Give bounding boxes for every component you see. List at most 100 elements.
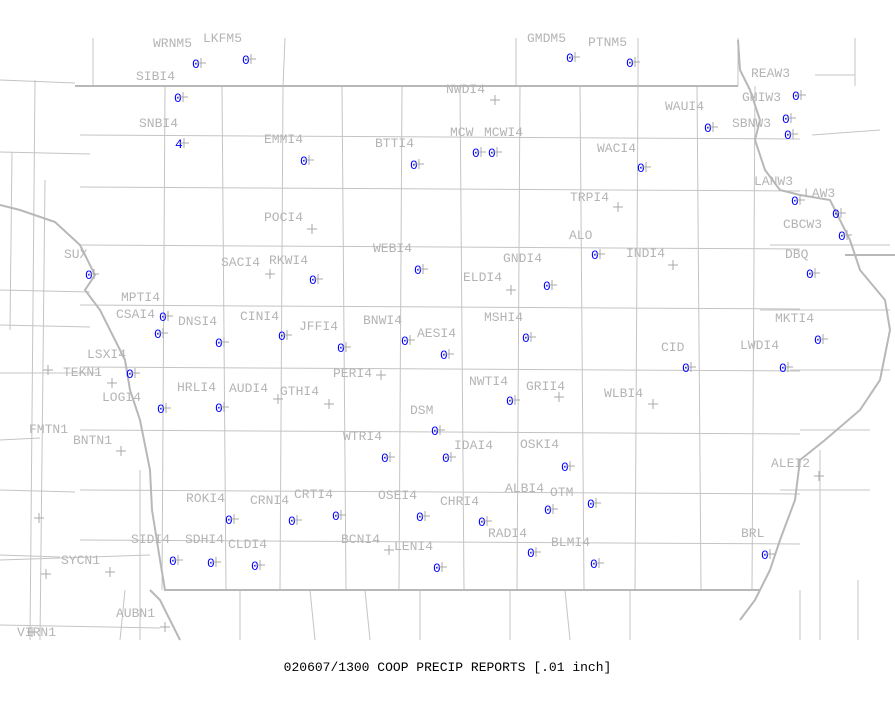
- station-dsm[interactable]: DSM 0: [410, 403, 439, 439]
- precip-value: 0: [566, 51, 574, 66]
- precip-value: 0: [154, 327, 162, 342]
- station-sux[interactable]: SUX 0: [64, 247, 93, 283]
- station-label: ELDI4: [463, 270, 502, 285]
- station-sibi4[interactable]: SIBI4 0: [136, 69, 182, 106]
- station-label: ROKI4: [186, 491, 225, 506]
- station-cini4[interactable]: CINI4 0: [240, 309, 286, 344]
- station-law3[interactable]: LAW3 0: [804, 186, 840, 222]
- precip-value: 0: [251, 559, 259, 574]
- station-dbq[interactable]: DBQ 0: [785, 247, 814, 282]
- station-emmi4[interactable]: EMMI4 0: [264, 132, 308, 169]
- station-peri4[interactable]: PERI4: [333, 366, 372, 381]
- station-mshi4[interactable]: MSHI4 0: [484, 310, 530, 346]
- station-snbi4[interactable]: SNBI4 4: [139, 116, 183, 152]
- station-dnsi4[interactable]: DNSI4 0: [178, 314, 223, 351]
- station-poci4[interactable]: POCI4: [264, 210, 303, 225]
- station-mcwi4[interactable]: MCWI4 0: [484, 125, 523, 161]
- station-trpi4[interactable]: TRPI4: [570, 190, 609, 205]
- station-crti4[interactable]: CRTI4 0: [294, 487, 340, 524]
- county-line: [341, 85, 347, 591]
- station-btti4[interactable]: BTTI4 0: [375, 136, 418, 173]
- station-brl[interactable]: BRL 0: [741, 526, 769, 563]
- station-ptnm5[interactable]: PTNM5 0: [588, 35, 634, 71]
- station-sycn1[interactable]: SYCN1: [61, 553, 100, 568]
- station-eldi4[interactable]: ELDI4: [463, 270, 502, 285]
- station-grii4[interactable]: GRII4: [526, 379, 565, 394]
- station-label: SBNW3: [732, 116, 771, 131]
- station-marker-icon: [384, 545, 394, 555]
- station-bcni4[interactable]: BCNI4: [341, 532, 380, 547]
- station-otm[interactable]: OTM 0: [550, 485, 595, 512]
- station-label: BRL: [741, 526, 764, 541]
- station-wlbi4[interactable]: WLBI4: [604, 386, 643, 401]
- station-cbcw3[interactable]: CBCW3 0: [783, 217, 846, 244]
- station-bnwi4[interactable]: BNWI4 0: [363, 313, 409, 349]
- station-crni4[interactable]: CRNI4 0: [250, 493, 296, 529]
- station-sdhi4[interactable]: SDHI4 0: [185, 532, 224, 571]
- precip-value: 0: [506, 394, 514, 409]
- station-cid[interactable]: CID 0: [661, 340, 690, 376]
- station-mpti4[interactable]: MPTI4 0: [121, 290, 167, 325]
- station-tekn1[interactable]: TEKN1: [63, 365, 102, 380]
- precip-value: 0: [225, 513, 233, 528]
- county-line: [309, 589, 316, 641]
- station-aesi4[interactable]: AESI4 0: [417, 326, 456, 363]
- precip-value: 0: [278, 329, 286, 344]
- station-hrli4[interactable]: HRLI4 0: [177, 380, 223, 416]
- station-indi4[interactable]: INDI4: [626, 246, 665, 261]
- station-marker-icon: [324, 399, 334, 409]
- station-bntn1[interactable]: BNTN1: [73, 433, 112, 448]
- station-logi4[interactable]: LOGI4 0: [102, 390, 165, 417]
- station-nwdi4[interactable]: NWDI4: [446, 82, 485, 97]
- station-label: CSAI4: [116, 307, 155, 322]
- station-idai4[interactable]: IDAI4 0: [442, 438, 493, 466]
- station-audi4[interactable]: AUDI4: [229, 381, 268, 396]
- station-sbnw3[interactable]: SBNW3 0: [732, 116, 792, 143]
- station-jffi4[interactable]: JFFI4 0: [299, 319, 345, 356]
- station-gthi4[interactable]: GTHI4: [280, 384, 319, 399]
- station-marker-icon: [708, 122, 718, 132]
- station-cldi4[interactable]: CLDI4 0: [228, 537, 267, 574]
- station-mcw[interactable]: MCW 0: [450, 125, 480, 161]
- station-label: LENI4: [394, 539, 433, 554]
- station-label: FMTN1: [29, 422, 68, 437]
- station-aubn1[interactable]: AUBN1: [116, 606, 155, 621]
- station-marker-icon: [341, 342, 351, 352]
- station-nwti4[interactable]: NWTI4 0: [469, 374, 514, 409]
- station-marker-icon: [788, 129, 798, 139]
- station-wtri4[interactable]: WTRI4 0: [343, 429, 389, 466]
- station-marker-icon: [437, 562, 447, 572]
- station-saci4[interactable]: SACI4: [221, 255, 260, 270]
- station-chri4[interactable]: CHRI4 0: [440, 494, 486, 530]
- station-marker-icon: [160, 622, 170, 632]
- station-marker-icon: [41, 569, 51, 579]
- station-fmtn1[interactable]: FMTN1: [29, 422, 68, 437]
- station-marker-icon: [547, 280, 557, 290]
- station-sidi4[interactable]: SIDI4 0: [131, 532, 177, 569]
- station-alei2[interactable]: ALEI2: [771, 456, 810, 471]
- station-csai4[interactable]: CSAI4 0: [116, 307, 162, 342]
- station-osei4[interactable]: OSEI4 0: [378, 488, 424, 525]
- station-alo[interactable]: ALO 0: [569, 228, 599, 263]
- station-lanw3[interactable]: LANW3 0: [754, 174, 799, 209]
- station-label: GTHI4: [280, 384, 319, 399]
